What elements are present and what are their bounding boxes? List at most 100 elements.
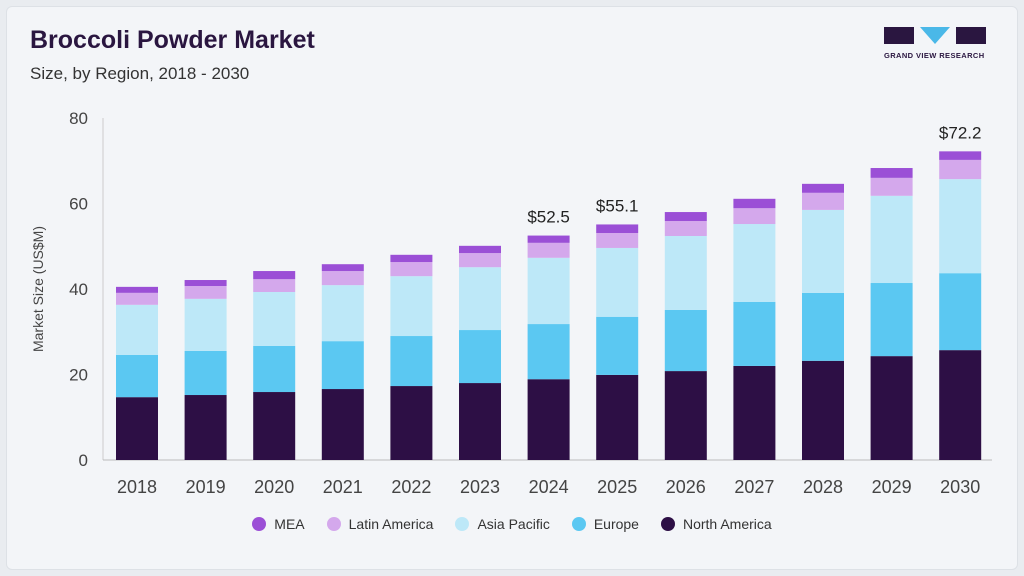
legend-item-asia-pacific: Asia Pacific <box>455 516 550 532</box>
data-label: $55.1 <box>596 196 639 215</box>
bar-segment-mea <box>939 151 982 160</box>
bar-segment-latin-america <box>870 177 913 196</box>
bar-segment-north-america <box>733 365 776 460</box>
bar-segment-asia-pacific <box>733 224 776 302</box>
legend-swatch <box>660 517 675 531</box>
bar-segment-mea <box>116 286 158 293</box>
bar-segment-mea <box>321 264 364 272</box>
logo-text: GRAND VIEW RESEARCH <box>884 51 985 60</box>
x-tick-label: 2020 <box>254 477 294 497</box>
bar-segment-north-america <box>321 389 364 460</box>
bar-segment-north-america <box>939 350 982 460</box>
legend-item-mea: MEA <box>252 516 305 532</box>
bar-segment-asia-pacific <box>390 276 433 337</box>
bar-segment-asia-pacific <box>527 257 570 325</box>
legend-item-north-america: North America <box>660 516 772 532</box>
bar-segment-europe <box>802 292 844 361</box>
bar-segment-latin-america <box>664 221 707 236</box>
bar-segment-mea <box>184 280 227 287</box>
legend-swatch <box>455 517 470 531</box>
legend-item-latin-america: Latin America <box>326 516 434 532</box>
bar-segment-mea <box>459 245 501 254</box>
y-tick-label: 80 <box>69 109 88 128</box>
legend-label: Latin America <box>348 516 434 532</box>
bar-segment-mea <box>802 183 844 193</box>
bar-segment-mea <box>527 235 570 243</box>
bar-segment-north-america <box>116 397 158 460</box>
bar-segment-europe <box>459 330 501 384</box>
bar-segment-asia-pacific <box>802 209 844 293</box>
bar-segment-asia-pacific <box>596 247 639 317</box>
bar-segment-north-america <box>459 383 501 460</box>
bar-segment-latin-america <box>596 232 639 248</box>
bar-segment-europe <box>733 301 776 366</box>
bar-segment-north-america <box>596 374 639 460</box>
bar-segment-north-america <box>390 386 433 460</box>
chart-title: Broccoli Powder Market <box>30 26 315 54</box>
bar-segment-north-america <box>870 356 913 460</box>
bar-segment-latin-america <box>802 192 844 210</box>
bar-segment-mea <box>733 198 776 209</box>
bar-segment-latin-america <box>390 262 433 277</box>
bar-segment-latin-america <box>939 159 982 180</box>
x-tick-label: 2023 <box>460 477 500 497</box>
bar-segment-north-america <box>802 360 844 460</box>
legend-label: North America <box>682 516 772 532</box>
grand-view-research-logo <box>884 27 986 44</box>
y-axis-title: Market Size (US$M) <box>30 226 46 352</box>
bar-segment-asia-pacific <box>870 195 913 284</box>
bar-segment-latin-america <box>253 279 296 292</box>
bar-segment-europe <box>939 273 982 351</box>
x-tick-label: 2018 <box>117 477 157 497</box>
bar-segment-mea <box>390 254 433 263</box>
bar-segment-mea <box>870 168 913 178</box>
chart-card <box>6 6 1018 570</box>
legend-swatch <box>571 517 586 531</box>
bar-segment-latin-america <box>733 208 776 225</box>
x-tick-label: 2028 <box>803 477 843 497</box>
bar-segment-mea <box>664 212 707 222</box>
chart-legend: MEA Latin America Asia Pacific Europe North … <box>0 516 1024 532</box>
legend-item-europe: Europe <box>571 516 639 532</box>
bar-segment-latin-america <box>116 292 158 305</box>
bar-segment-europe <box>596 316 639 375</box>
x-tick-label: 2024 <box>529 477 569 497</box>
x-tick-label: 2029 <box>872 477 912 497</box>
x-tick-label: 2026 <box>666 477 706 497</box>
y-tick-label: 40 <box>69 280 88 299</box>
bar-segment-europe <box>664 309 707 372</box>
bar-segment-latin-america <box>321 271 364 286</box>
bar-segment-europe <box>184 350 227 396</box>
y-tick-label: 20 <box>69 366 88 385</box>
bar-segment-asia-pacific <box>459 267 501 331</box>
x-tick-label: 2025 <box>597 477 637 497</box>
legend-swatch <box>326 517 341 531</box>
bar-segment-mea <box>253 271 296 280</box>
data-label: $52.5 <box>527 208 570 227</box>
bar-segment-latin-america <box>459 253 501 268</box>
bar-segment-north-america <box>184 395 227 460</box>
legend-label: Asia Pacific <box>477 516 550 532</box>
bar-segment-north-america <box>664 371 707 460</box>
y-tick-label: 0 <box>79 451 88 470</box>
x-tick-label: 2019 <box>186 477 226 497</box>
data-label: $72.2 <box>939 123 982 142</box>
bar-segment-asia-pacific <box>321 285 364 342</box>
bar-segment-europe <box>253 345 296 393</box>
x-tick-label: 2022 <box>391 477 431 497</box>
bar-segment-asia-pacific <box>184 298 227 351</box>
bar-segment-asia-pacific <box>939 179 982 274</box>
bar-segment-north-america <box>527 379 570 460</box>
bar-segment-asia-pacific <box>253 291 296 346</box>
bar-segment-latin-america <box>184 286 227 299</box>
bar-segment-north-america <box>253 392 296 460</box>
legend-label: MEA <box>274 516 305 532</box>
legend-label: Europe <box>593 516 639 532</box>
bar-segment-mea <box>596 224 639 233</box>
bar-segment-europe <box>527 324 570 380</box>
bar-segment-europe <box>390 336 433 387</box>
x-tick-label: 2021 <box>323 477 363 497</box>
bar-segment-europe <box>116 354 158 398</box>
bar-segment-asia-pacific <box>116 304 158 355</box>
